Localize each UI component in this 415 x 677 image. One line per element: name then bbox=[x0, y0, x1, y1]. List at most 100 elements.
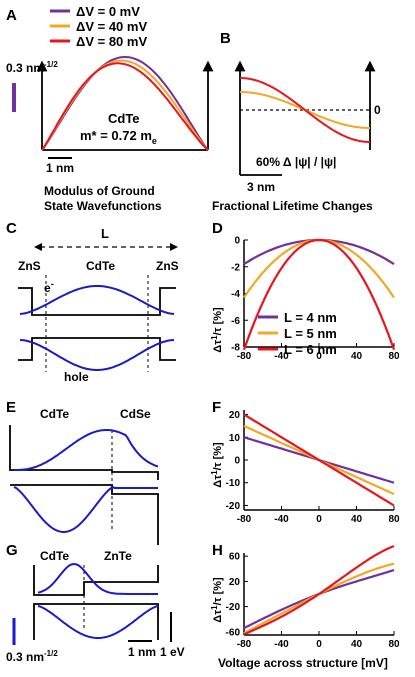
legend-a-2: ΔV = 80 mV bbox=[76, 34, 147, 49]
plot-h-xtick-2: 0 bbox=[316, 639, 322, 650]
legend-d-0: L = 4 nm bbox=[284, 310, 337, 325]
panel-a: A ΔV = 0 mV ΔV = 40 mV ΔV = 80 mV 0.3 nm… bbox=[6, 4, 214, 213]
panel-h: H Δτ1/τ [%] 60 20 -20 -60-80 -40 0 40 80 Voltag… bbox=[210, 542, 400, 670]
hole-wavefunction bbox=[19, 339, 175, 371]
panel-d-plot: 0 -2 -4 -6 -8-80 -40 0 40 80 bbox=[231, 236, 400, 363]
panel-a-letter: A bbox=[6, 7, 17, 24]
electron-wavefunction bbox=[19, 285, 175, 315]
panel-h-xlabel: Voltage across structure [mV] bbox=[218, 656, 388, 670]
panel-h-letter: H bbox=[212, 542, 223, 559]
panel-f-plot: 20 10 0 -10 -20 -80 -40 0 40 80 bbox=[226, 410, 400, 525]
panel-b-scale-label: 60% Δ |ψ| / |ψ| bbox=[256, 155, 336, 169]
panel-a-mass: m* = 0.72 me bbox=[80, 128, 157, 146]
panel-a-length-label: 1 nm bbox=[46, 161, 74, 175]
plot-h-series-0 bbox=[243, 568, 395, 630]
panel-e: E CdTe CdSe bbox=[6, 399, 159, 545]
panel-h-ylabel: Δτ1/τ [%] bbox=[210, 577, 224, 623]
panel-b-length-label: 3 nm bbox=[247, 180, 275, 194]
plot-f-ytick-4: -20 bbox=[226, 501, 241, 512]
hole-wavefunction-e bbox=[13, 485, 158, 533]
plot-d-xtick-4: 80 bbox=[388, 351, 400, 362]
plot-h-xtick-1: -40 bbox=[274, 639, 289, 650]
panel-c: C L ZnS CdTe ZnS e- hole bbox=[6, 220, 179, 384]
panel-a-legend: ΔV = 0 mV ΔV = 40 mV ΔV = 80 mV bbox=[50, 4, 147, 49]
panel-c-right: ZnS bbox=[156, 259, 179, 273]
legend-d-1: L = 5 nm bbox=[284, 326, 337, 341]
plot-f-xtick-1: -40 bbox=[274, 514, 289, 525]
plot-f-series-2 bbox=[243, 413, 395, 507]
plot-d-ytick-0: 0 bbox=[234, 236, 240, 247]
panel-b-letter: B bbox=[220, 30, 231, 47]
plot-h-ytick-1: 20 bbox=[229, 577, 241, 588]
panel-g-left: CdTe bbox=[40, 549, 69, 563]
panel-e-wavefunctions bbox=[13, 429, 159, 533]
curve-b-1 bbox=[240, 77, 370, 143]
panel-e-right: CdSe bbox=[120, 407, 151, 421]
panel-g: G CdTe ZnTe 0.3 nm-1/2 1 nm 1 eV bbox=[6, 542, 185, 664]
legend-a-0: ΔV = 0 mV bbox=[76, 4, 140, 19]
plot-f-xtick-2: 0 bbox=[316, 514, 322, 525]
plot-h-series-1 bbox=[243, 562, 395, 635]
panel-a-wavefunctions bbox=[41, 55, 209, 151]
panel-g-scale-label: 0.3 nm-1/2 bbox=[6, 649, 58, 664]
panel-g-energy-label: 1 eV bbox=[160, 645, 185, 659]
panel-d-letter: D bbox=[212, 220, 223, 237]
electron-wavefunction-e bbox=[14, 429, 159, 471]
panel-c-length: L bbox=[101, 226, 109, 241]
panel-c-left: ZnS bbox=[18, 259, 41, 273]
plot-h-series-2 bbox=[243, 545, 395, 636]
panel-a-scale-label: 0.3 nm-1/2 bbox=[6, 60, 58, 75]
plot-f-ytick-2: 0 bbox=[234, 456, 240, 467]
plot-d-series-2 bbox=[242, 238, 396, 351]
panel-g-wavefunctions bbox=[37, 562, 159, 639]
panel-c-wavefunctions bbox=[19, 285, 175, 371]
plot-d-ytick-2: -4 bbox=[231, 289, 240, 300]
panel-c-letter: C bbox=[6, 220, 17, 237]
plot-h-xtick-0: -80 bbox=[237, 639, 252, 650]
panel-c-center: CdTe bbox=[86, 259, 115, 273]
panel-a-caption-2: State Wavefunctions bbox=[44, 199, 162, 213]
plot-f-xtick-0: -80 bbox=[237, 514, 252, 525]
panel-f: F Δτ1/τ [%] 20 10 0 -10 -20 -80 -40 0 40 80 bbox=[210, 399, 400, 525]
plot-h-ytick-2: -20 bbox=[226, 602, 241, 613]
plot-d-xtick-2: 0 bbox=[316, 351, 322, 362]
panel-e-left: CdTe bbox=[40, 407, 69, 421]
plot-f-xtick-4: 80 bbox=[388, 514, 400, 525]
panel-d-ylabel: Δτ1/τ [%] bbox=[210, 307, 224, 353]
legend-d-2: L = 6 nm bbox=[284, 342, 337, 357]
panel-b: B 0 60% Δ |ψ| / |ψ| 3 nm Fractional Life… bbox=[212, 30, 381, 213]
plot-d-ytick-4: -8 bbox=[231, 343, 240, 354]
panel-e-letter: E bbox=[6, 399, 16, 416]
plot-h-xtick-4: 80 bbox=[388, 639, 400, 650]
hole-wavefunction-g bbox=[37, 605, 159, 639]
legend-a-1: ΔV = 40 mV bbox=[76, 19, 147, 34]
plot-h-ytick-3: -60 bbox=[226, 627, 241, 638]
plot-d-ytick-1: -2 bbox=[231, 262, 240, 273]
panel-c-hole: hole bbox=[64, 370, 89, 384]
plot-d-xtick-0: -80 bbox=[237, 351, 252, 362]
plot-d-series-0 bbox=[243, 238, 395, 266]
plot-f-ytick-3: -10 bbox=[226, 478, 241, 489]
plot-h-xtick-3: 40 bbox=[351, 639, 363, 650]
plot-f-ytick-0: 20 bbox=[229, 410, 241, 421]
panel-g-length-label: 1 nm bbox=[128, 645, 156, 659]
panel-b-curves bbox=[240, 77, 370, 143]
panel-b-zero: 0 bbox=[374, 103, 381, 117]
panel-c-electron: e- bbox=[44, 279, 54, 295]
panel-h-plot: 60 20 -20 -60-80 -40 0 40 80 bbox=[226, 545, 400, 650]
panel-g-right: ZnTe bbox=[104, 549, 132, 563]
panel-f-letter: F bbox=[212, 399, 221, 416]
panel-d-legend: L = 4 nm L = 5 nm L = 6 nm bbox=[258, 310, 337, 357]
plot-f-xtick-3: 40 bbox=[351, 514, 363, 525]
plot-d-xtick-1: -40 bbox=[274, 351, 289, 362]
panel-a-material: CdTe bbox=[108, 111, 140, 126]
plot-d-ytick-3: -6 bbox=[231, 316, 240, 327]
panel-f-ylabel: Δτ1/τ [%] bbox=[210, 442, 224, 488]
plot-h-ytick-0: 60 bbox=[229, 552, 241, 563]
panel-g-letter: G bbox=[6, 542, 18, 559]
panel-d: D Δτ1/τ [%] 0 -2 -4 -6 -8-80 -40 0 40 80 L = 4 n… bbox=[210, 220, 400, 362]
wavefunction-a-2 bbox=[41, 62, 209, 151]
plot-f-ytick-1: 10 bbox=[229, 433, 241, 444]
plot-d-xtick-3: 40 bbox=[351, 351, 363, 362]
plot-d-series-1 bbox=[243, 238, 395, 299]
